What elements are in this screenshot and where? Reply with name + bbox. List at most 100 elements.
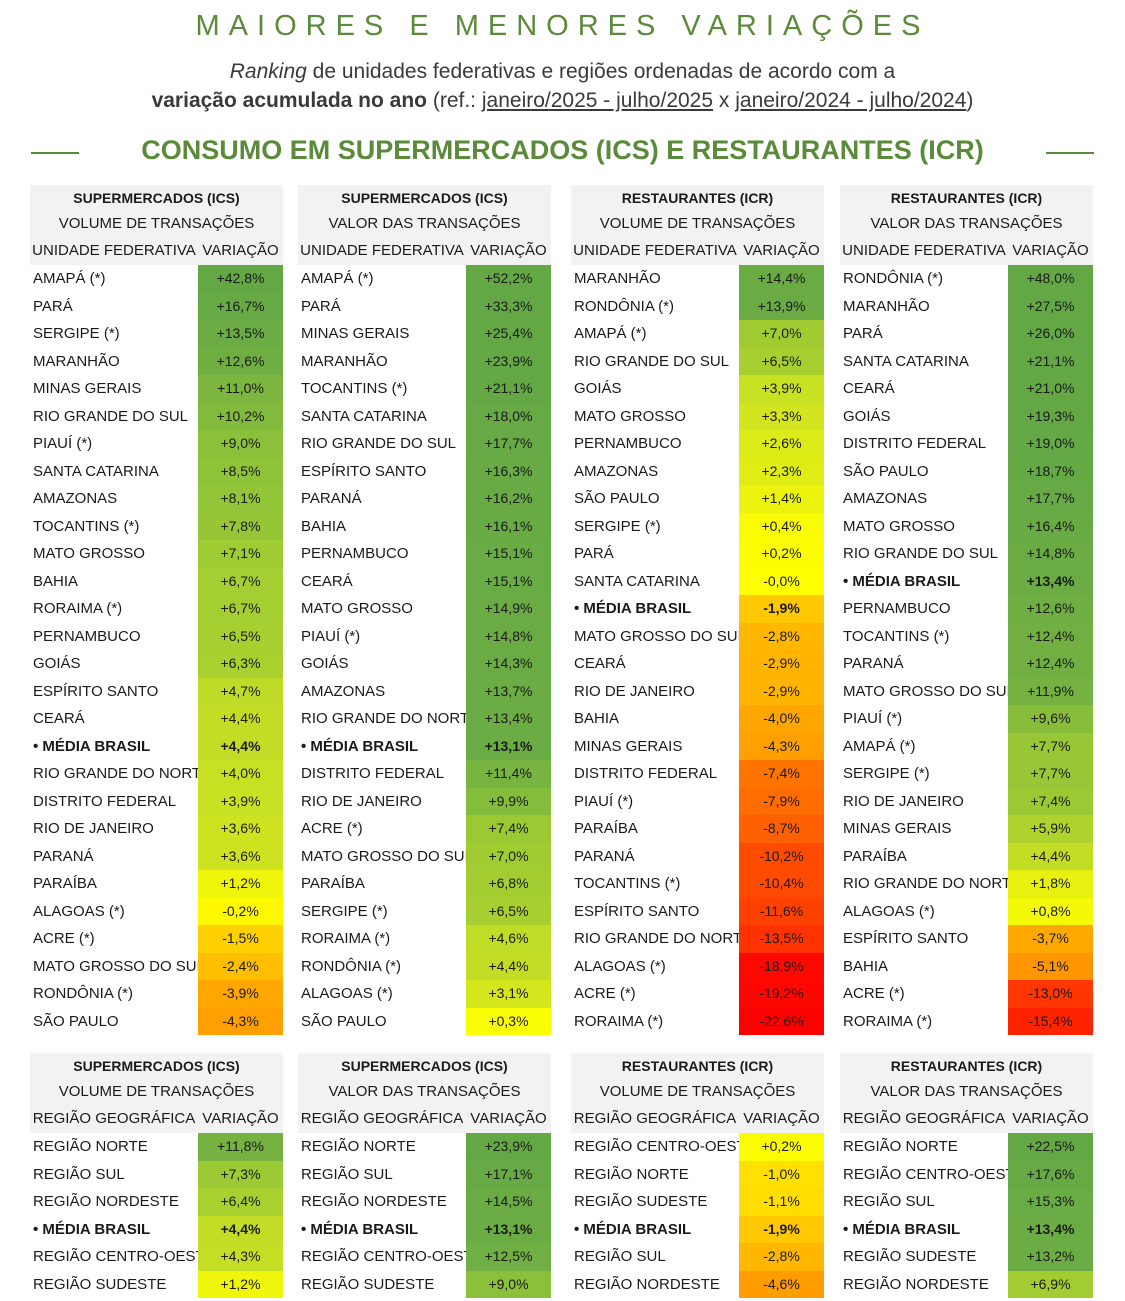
subtitle-ref-close: )	[966, 89, 974, 112]
panel-header: RESTAURANTES (ICR) VALOR DAS TRANSAÇÕES RE…	[840, 1053, 1093, 1133]
row-variation: +13,1%	[466, 732, 551, 760]
subtitle-x: x	[713, 89, 736, 112]
panel-header: SUPERMERCADOS (ICS) VOLUME DE TRANSAÇÕES U…	[30, 185, 283, 265]
row-name: • MÉDIA BRASIL	[840, 567, 1008, 595]
table-row: REGIÃO NORDESTE +6,9%	[840, 1270, 1093, 1298]
row-variation: +42,8%	[198, 265, 283, 293]
row-name: MATO GROSSO DO SUL	[30, 952, 198, 980]
row-variation: +3,9%	[739, 375, 824, 403]
row-variation: +6,3%	[198, 650, 283, 678]
table-row: AMAZONAS +13,7%	[298, 677, 551, 705]
column-headers: REGIÃO GEOGRÁFICA VARIAÇÃO	[30, 1105, 283, 1133]
row-variation: +7,8%	[198, 512, 283, 540]
panel-title: RESTAURANTES (ICR)	[621, 1058, 774, 1074]
subtitle-period-a: janeiro/2025 - julho/2025	[481, 89, 714, 112]
row-variation: +11,0%	[198, 375, 283, 403]
row-name: AMAZONAS	[298, 677, 466, 705]
row-name: AMAZONAS	[30, 485, 198, 513]
subtitle-ref-open: (ref.:	[427, 89, 482, 112]
row-variation: -7,9%	[739, 787, 824, 815]
row-variation: +6,5%	[198, 622, 283, 650]
row-name: PARÁ	[30, 292, 198, 320]
row-name: CEARÁ	[571, 650, 739, 678]
row-name: RIO GRANDE DO SUL	[298, 430, 466, 458]
row-variation: +8,5%	[198, 457, 283, 485]
column-header-name: UNIDADE FEDERATIVA	[842, 242, 1006, 259]
table-row: REGIÃO CENTRO-OESTE +12,5%	[298, 1243, 551, 1271]
region_panels-panel-1: SUPERMERCADOS (ICS) VALOR DAS TRANSAÇÕES R…	[298, 1053, 551, 1298]
row-variation: +6,8%	[466, 870, 551, 898]
panel-subtitle: VALOR DAS TRANSAÇÕES	[870, 1083, 1063, 1100]
row-variation: +2,6%	[739, 430, 824, 458]
row-name: PARAÍBA	[840, 842, 1008, 870]
row-name: REGIÃO NORTE	[571, 1160, 739, 1188]
row-name: REGIÃO NORDESTE	[30, 1188, 198, 1216]
row-name: RIO DE JANEIRO	[571, 677, 739, 705]
row-variation: -1,9%	[739, 595, 824, 623]
table-row: SERGIPE (*) +6,5%	[298, 897, 551, 925]
table-row: BAHIA +16,1%	[298, 512, 551, 540]
row-name: RONDÔNIA (*)	[571, 292, 739, 320]
row-variation: +0,4%	[739, 512, 824, 540]
table-row: RIO GRANDE DO NORTE +4,0%	[30, 760, 283, 788]
table-row: RIO GRANDE DO NORTE -13,5%	[571, 925, 824, 953]
row-variation: +13,7%	[466, 677, 551, 705]
row-name: SERGIPE (*)	[571, 512, 739, 540]
table-row: PIAUÍ (*) +9,6%	[840, 705, 1093, 733]
row-variation: +11,9%	[1008, 677, 1093, 705]
table-row: RORAIMA (*) +4,6%	[298, 925, 551, 953]
row-variation: +12,4%	[1008, 650, 1093, 678]
table-row: PIAUÍ (*) -7,9%	[571, 787, 824, 815]
column-headers: UNIDADE FEDERATIVA VARIAÇÃO	[30, 237, 283, 265]
row-name: SANTA CATARINA	[30, 457, 198, 485]
row-name: MATO GROSSO	[30, 540, 198, 568]
row-name: PERNAMBUCO	[571, 430, 739, 458]
row-variation: +23,9%	[466, 347, 551, 375]
table-row: REGIÃO NORDESTE +6,4%	[30, 1188, 283, 1216]
row-name: MATO GROSSO	[840, 512, 1008, 540]
table-row: RIO GRANDE DO NORTE +13,4%	[298, 705, 551, 733]
row-variation: +48,0%	[1008, 265, 1093, 293]
table-row: ACRE (*) -13,0%	[840, 980, 1093, 1008]
row-name: REGIÃO SUL	[30, 1160, 198, 1188]
row-name: TOCANTINS (*)	[30, 512, 198, 540]
row-variation: +16,1%	[466, 512, 551, 540]
row-name: DISTRITO FEDERAL	[840, 430, 1008, 458]
row-name: PARAÍBA	[30, 870, 198, 898]
panel-header: SUPERMERCADOS (ICS) VALOR DAS TRANSAÇÕES R…	[298, 1053, 551, 1133]
row-name: • MÉDIA BRASIL	[298, 1215, 466, 1243]
row-name: SANTA CATARINA	[298, 402, 466, 430]
region_panels-panel-2: RESTAURANTES (ICR) VOLUME DE TRANSAÇÕES RE…	[571, 1053, 824, 1298]
row-name: • MÉDIA BRASIL	[571, 1215, 739, 1243]
table-row: MINAS GERAIS +5,9%	[840, 815, 1093, 843]
row-variation: -1,1%	[739, 1188, 824, 1216]
row-name: REGIÃO CENTRO-OESTE	[571, 1133, 739, 1161]
row-name: PIAUÍ (*)	[298, 622, 466, 650]
average-row: • MÉDIA BRASIL -1,9%	[571, 1215, 824, 1243]
row-variation: -7,4%	[739, 760, 824, 788]
table-row: MATO GROSSO DO SUL +11,9%	[840, 677, 1093, 705]
row-name: • MÉDIA BRASIL	[30, 732, 198, 760]
row-name: REGIÃO SUDESTE	[298, 1270, 466, 1298]
table-row: MATO GROSSO +7,1%	[30, 540, 283, 568]
row-name: REGIÃO NORDESTE	[571, 1270, 739, 1298]
column-header-variation: VARIAÇÃO	[1012, 1110, 1089, 1127]
row-variation: +13,5%	[198, 320, 283, 348]
table-row: RORAIMA (*) -15,4%	[840, 1007, 1093, 1035]
table-row: ACRE (*) +7,4%	[298, 815, 551, 843]
column-header-variation: VARIAÇÃO	[1012, 242, 1089, 259]
row-name: PERNAMBUCO	[298, 540, 466, 568]
subtitle-bold: variação acumulada no ano	[151, 89, 428, 112]
table-row: REGIÃO NORTE +22,5%	[840, 1133, 1093, 1161]
column-header-variation: VARIAÇÃO	[202, 242, 279, 259]
table-row: RORAIMA (*) -22,6%	[571, 1007, 824, 1035]
row-variation: +17,6%	[1008, 1160, 1093, 1188]
table-row: SÃO PAULO +18,7%	[840, 457, 1093, 485]
row-variation: -1,9%	[739, 1215, 824, 1243]
average-row: • MÉDIA BRASIL +13,4%	[840, 1215, 1093, 1243]
row-name: PARÁ	[571, 540, 739, 568]
row-name: MATO GROSSO DO SUL	[571, 622, 739, 650]
row-name: BAHIA	[298, 512, 466, 540]
column-header-name: REGIÃO GEOGRÁFICA	[32, 1110, 196, 1127]
row-name: MARANHÃO	[298, 347, 466, 375]
